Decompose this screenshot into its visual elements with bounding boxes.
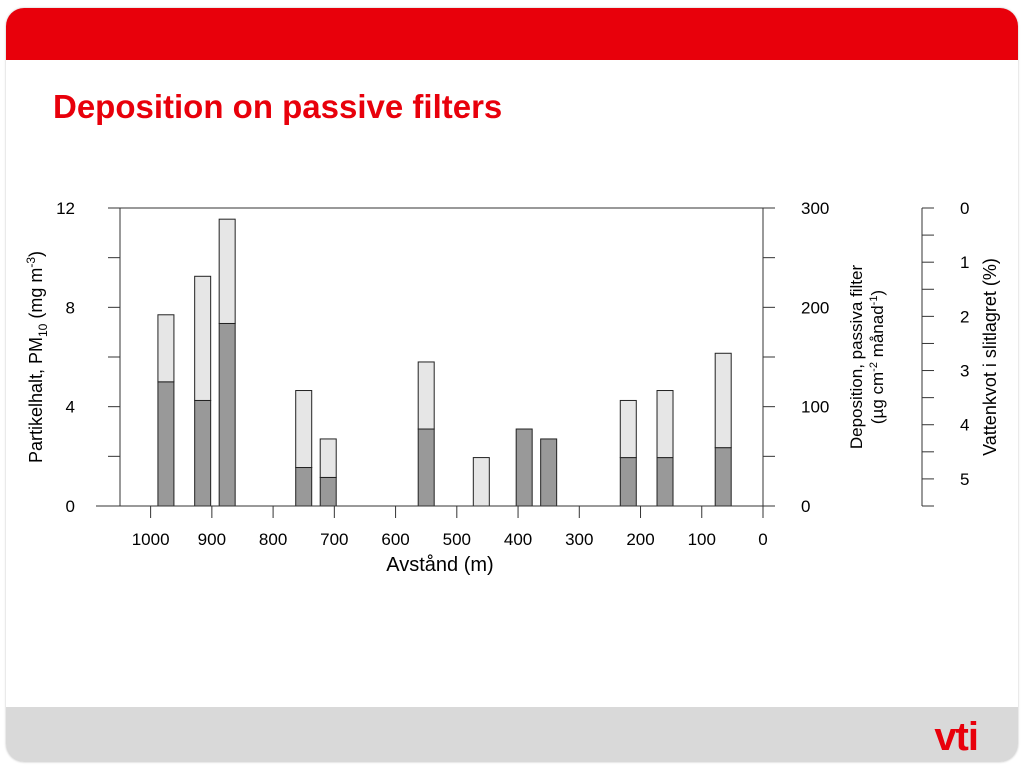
bar-upper [472, 457, 490, 507]
bar-upper [295, 390, 313, 469]
bar-lower [656, 457, 674, 507]
slide-title: Deposition on passive filters [53, 88, 503, 125]
bar-lower [319, 476, 337, 507]
water-ratio-tick-label: 4 [960, 416, 969, 435]
bar-lower [515, 428, 533, 507]
bar-upper [417, 361, 435, 430]
bar-lower [295, 467, 313, 507]
bar-lower [417, 428, 435, 507]
header-bar [6, 8, 1018, 60]
x-tick-label: 800 [259, 530, 287, 549]
left-axis-title: Partikelhalt, PM10 (mg m-3) [24, 251, 50, 463]
bar-lower [157, 381, 175, 507]
x-tick-label: 100 [688, 530, 716, 549]
water-ratio-axis-title: Vattenkvot i slitlagret (%) [980, 258, 1000, 456]
x-tick-label: 300 [565, 530, 593, 549]
bar-upper [714, 352, 732, 449]
bar-upper [656, 390, 674, 459]
right-axis-title-units: (µg cm-2 månad-1) [868, 290, 887, 424]
footer-bar: vti [6, 707, 1018, 762]
right-tick-label: 100 [801, 398, 829, 417]
x-tick-label: 500 [443, 530, 471, 549]
water-ratio-tick-label: 3 [960, 362, 969, 381]
bar-upper [619, 399, 637, 459]
left-tick-label: 12 [56, 199, 75, 218]
bar-lower [540, 438, 558, 507]
x-tick-label: 600 [381, 530, 409, 549]
water-ratio-tick-label: 5 [960, 470, 969, 489]
left-tick-label: 4 [66, 398, 75, 417]
bar-upper [194, 275, 212, 401]
right-tick-label: 300 [801, 199, 829, 218]
bar-upper [218, 218, 236, 324]
x-tick-label: 200 [626, 530, 654, 549]
right-tick-label: 0 [801, 497, 810, 516]
x-axis-title: Avstånd (m) [386, 554, 493, 576]
left-tick-label: 0 [66, 497, 75, 516]
x-tick-label: 1000 [132, 530, 170, 549]
x-tick-label: 900 [198, 530, 226, 549]
bar-lower [619, 457, 637, 507]
right-tick-label: 200 [801, 298, 829, 317]
right-axis-title: Deposition, passiva filter [847, 265, 866, 450]
bar-lower [194, 399, 212, 507]
bar-upper [157, 314, 175, 383]
bar-lower [218, 322, 236, 507]
left-tick-label: 8 [66, 298, 75, 317]
x-tick-label: 0 [758, 530, 767, 549]
water-ratio-tick-label: 2 [960, 307, 969, 326]
water-ratio-tick-label: 0 [960, 199, 969, 218]
bar-upper [319, 438, 337, 478]
vti-logo: vti [934, 715, 979, 759]
slide: Deposition on passive filters vti [6, 8, 1018, 762]
x-tick-label: 400 [504, 530, 532, 549]
bar-lower [714, 447, 732, 507]
water-ratio-tick-label: 1 [960, 253, 969, 272]
x-tick-label: 700 [320, 530, 348, 549]
